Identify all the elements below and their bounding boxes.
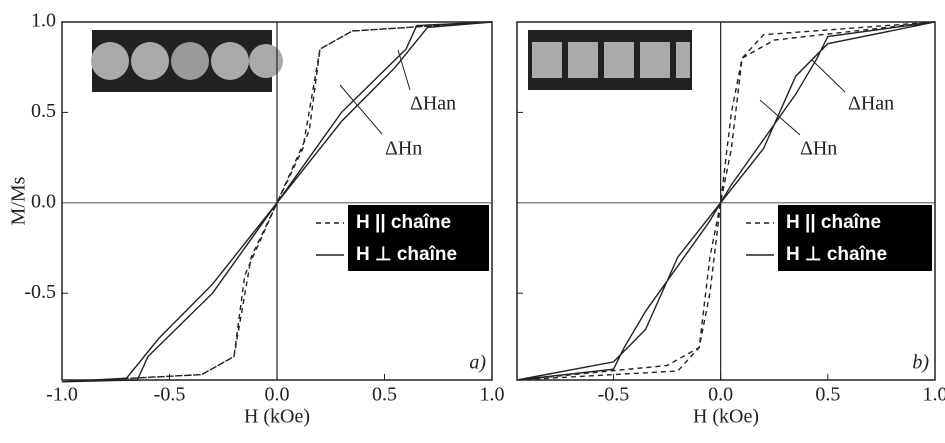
y-tick-label: -0.5 [24, 281, 56, 303]
legend-label: H || chaîne [356, 212, 451, 233]
x-tick-label: -0.5 [598, 384, 630, 406]
x-tick-label: 1.0 [923, 384, 945, 406]
inset-a [91, 30, 283, 92]
y-tick-label: 0.5 [31, 100, 56, 122]
x-tick-label: -0.5 [154, 384, 186, 406]
annotation-leader [811, 59, 846, 93]
plot-frame [516, 21, 936, 381]
legend-box [348, 205, 489, 271]
annotation: ΔHan [848, 93, 894, 115]
inset-b [528, 30, 692, 90]
annotation-leader [397, 49, 411, 91]
x-tick-label: -1.0 [46, 384, 78, 406]
annotation-leader [339, 84, 383, 135]
annotation: ΔHan [410, 93, 456, 115]
plot-frame [61, 21, 493, 381]
x-tick-label: 0.5 [372, 384, 397, 406]
x-tick-label: 1.0 [480, 384, 505, 406]
x-axis-label: H (kOe) [244, 406, 310, 428]
annotation-leader [759, 99, 801, 136]
x-tick-label: 0.5 [815, 384, 840, 406]
legend-box [778, 205, 932, 271]
panel-label: b) [912, 352, 929, 374]
x-tick-label: 0.0 [265, 384, 290, 406]
annotation: ΔHn [800, 138, 837, 160]
y-axis-label: M/Ms [8, 176, 30, 225]
legend-label: H ⊥ chaîne [356, 244, 457, 265]
legend-label: H ⊥ chaîne [786, 244, 887, 265]
loop-line [61, 21, 493, 383]
x-tick-label: 0.0 [708, 384, 733, 406]
legend-label: H || chaîne [786, 212, 881, 233]
x-axis-label: H (kOe) [693, 406, 759, 428]
loop-line [516, 21, 936, 381]
annotation: ΔHn [385, 138, 422, 160]
y-tick-label: 0.0 [31, 190, 56, 212]
y-tick-label: 1.0 [31, 10, 56, 32]
panel-label: a) [469, 352, 486, 374]
